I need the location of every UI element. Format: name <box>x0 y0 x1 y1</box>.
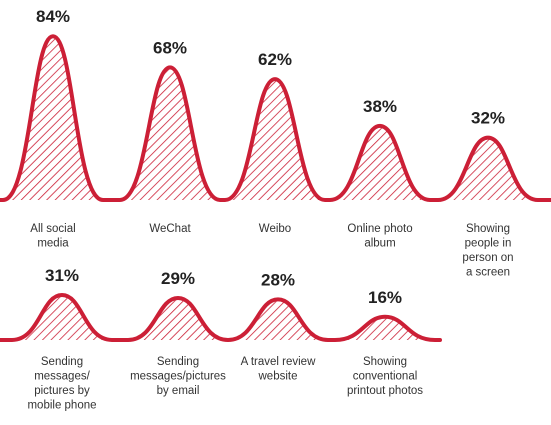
category-label: WeChat <box>149 223 191 235</box>
category-label: All social media <box>30 223 75 250</box>
area-bump <box>128 297 228 340</box>
category-label: A travel review website <box>241 356 316 383</box>
area-bump <box>12 295 112 340</box>
area-bump <box>335 316 435 340</box>
data-label: 29% <box>161 269 195 288</box>
data-label: 68% <box>153 38 187 57</box>
data-label: 16% <box>368 288 402 307</box>
series-line <box>0 293 442 342</box>
category-label: Sending messages/pictures by mobile phone <box>27 356 96 412</box>
area-bump <box>120 67 220 201</box>
category-label: Weibo <box>259 223 291 235</box>
area-bump <box>228 299 328 340</box>
data-label: 62% <box>258 50 292 69</box>
data-label: 84% <box>36 7 70 26</box>
area-bump <box>330 125 430 200</box>
area-bump <box>3 36 103 201</box>
area-bump <box>225 79 325 200</box>
category-label: Showing people in person on a screen <box>462 223 513 279</box>
data-label: 31% <box>45 266 79 285</box>
category-label: Sending messages/pictures by email <box>130 356 226 397</box>
data-label: 28% <box>261 270 295 289</box>
category-label: Online photo album <box>347 223 412 250</box>
series-line <box>0 34 551 202</box>
data-label: 32% <box>471 109 505 128</box>
area-bump <box>438 137 538 200</box>
category-label: Showing conventional printout photos <box>347 356 423 397</box>
data-label: 38% <box>363 97 397 116</box>
